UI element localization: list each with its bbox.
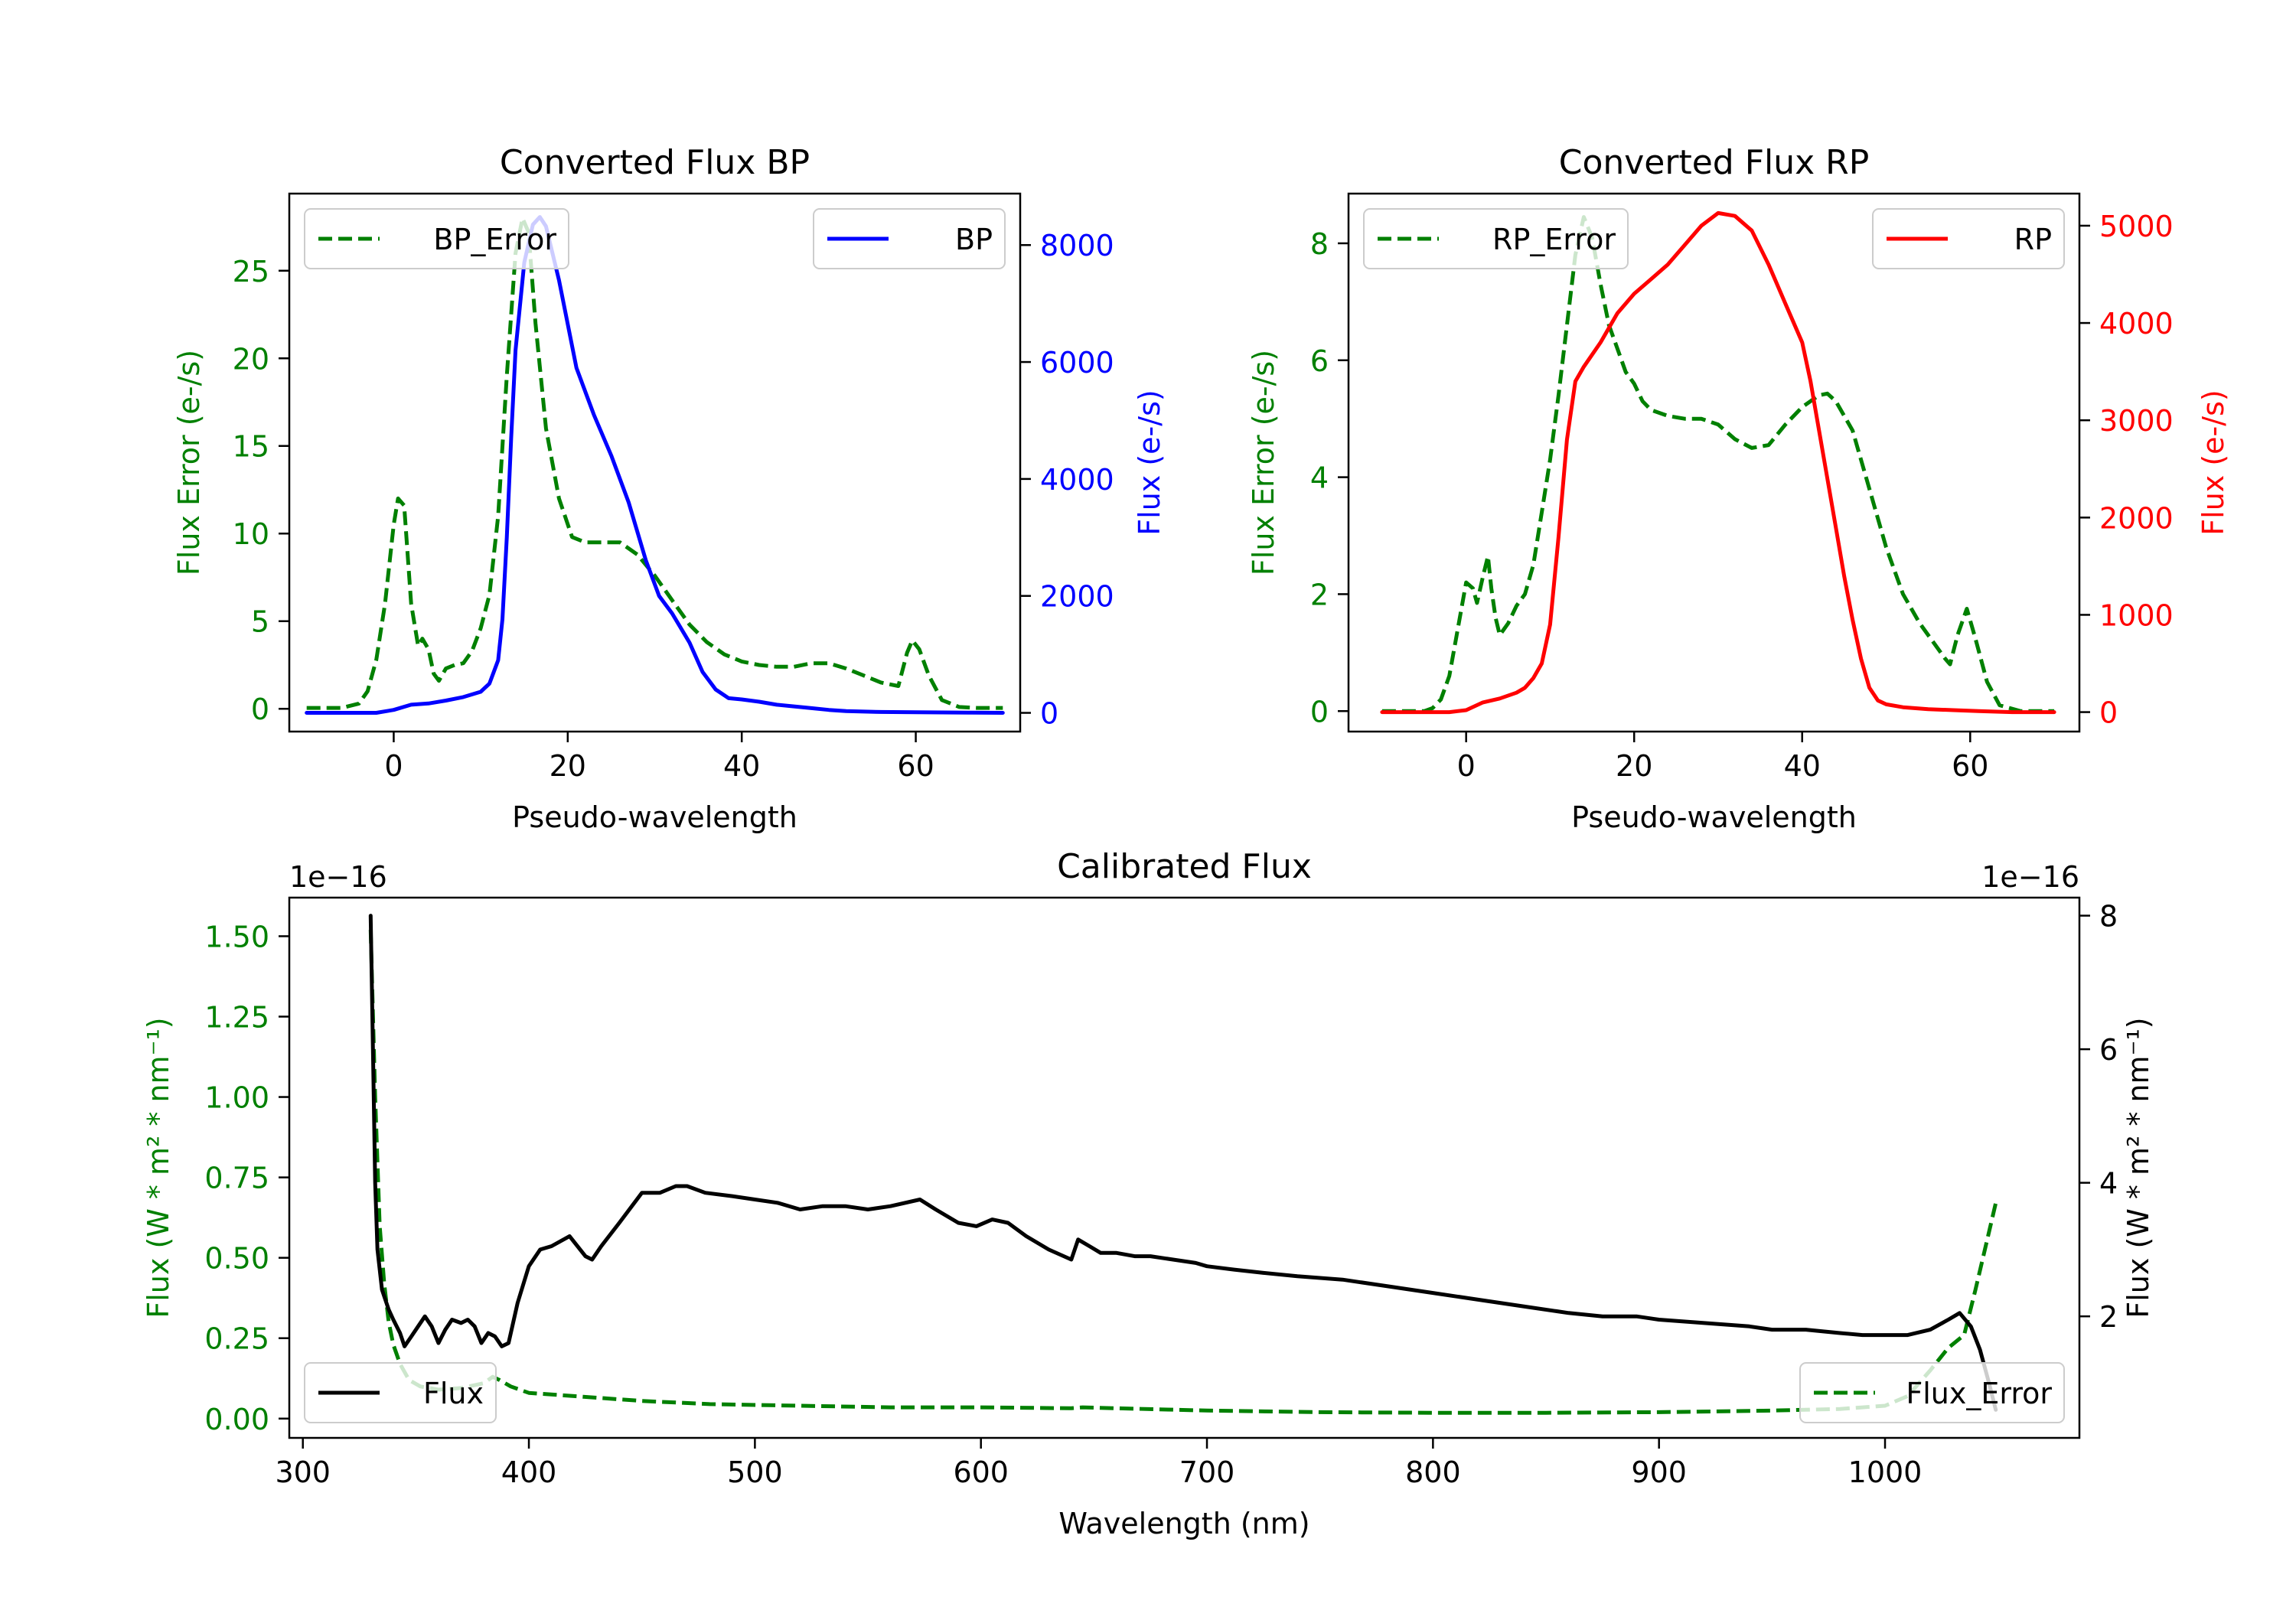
rp-y-left-tick-label: 8 xyxy=(1310,227,1329,261)
cal-y-left-tick-label: 1.00 xyxy=(204,1081,269,1115)
cal-y-right-tick-label: 8 xyxy=(2099,900,2118,934)
cal-x-tick-label: 400 xyxy=(501,1455,557,1489)
bp-y-left-tick-label: 25 xyxy=(233,255,269,288)
rp-legend-rp: RP xyxy=(1872,208,2065,269)
cal-y-left-tick-label: 0.75 xyxy=(204,1162,269,1195)
cal-x-tick-label: 900 xyxy=(1631,1455,1687,1489)
cal-y-right-tick-label: 4 xyxy=(2099,1167,2118,1201)
rp-y-left-tick-label: 4 xyxy=(1310,461,1329,495)
cal-x-tick-label: 700 xyxy=(1179,1455,1235,1489)
rp-x-axis-label: Pseudo-wavelength xyxy=(1571,800,1857,834)
rp-title: Converted Flux RP xyxy=(1559,143,1870,182)
legend-label: Flux xyxy=(423,1377,484,1410)
bp-x-tick-label: 0 xyxy=(384,749,403,783)
cal-y-left-tick-label: 0.00 xyxy=(204,1403,269,1436)
cal-y-left-tick-label: 0.25 xyxy=(204,1322,269,1356)
legend-label: RP_Error xyxy=(1492,223,1616,256)
cal-y-right-axis-label: Flux (W * m² * nm⁻¹) xyxy=(2122,1017,2155,1318)
rp-y-right-axis-label: Flux (e-/s) xyxy=(2197,390,2230,535)
bp-x-tick-label: 60 xyxy=(897,749,934,783)
bp-plot-frame xyxy=(288,192,1022,733)
rp-x-tick-label: 0 xyxy=(1457,749,1476,783)
legend-label: BP_Error xyxy=(433,223,556,256)
legend-box xyxy=(304,1362,497,1423)
bp-y-right-tick-label: 8000 xyxy=(1040,229,1114,262)
bp-title: Converted Flux BP xyxy=(500,143,810,182)
rp-y-right-tick-label: 0 xyxy=(2099,696,2118,730)
cal-y-left-tick-label: 0.50 xyxy=(204,1242,269,1276)
rp-y-left-tick-label: 2 xyxy=(1310,578,1329,611)
rp-x-tick-label: 40 xyxy=(1784,749,1821,783)
rp-y-left-tick-label: 6 xyxy=(1310,344,1329,378)
rp-y-right-tick-label: 5000 xyxy=(2099,210,2174,243)
bp-x-tick-label: 20 xyxy=(550,749,586,783)
cal-x-axis-label: Wavelength (nm) xyxy=(1058,1507,1309,1540)
cal-plot-frame xyxy=(288,896,2081,1439)
rp-y-right-tick-label: 3000 xyxy=(2099,404,2174,438)
cal-chart: 300 400 500 600 700 800 900 1000 0.00 0.25 0.50 0.7… xyxy=(142,847,2155,1540)
cal-x-tick-label: 300 xyxy=(275,1455,331,1489)
bp-y-right-tick-label: 2000 xyxy=(1040,580,1114,614)
cal-x-tick-label: 500 xyxy=(727,1455,783,1489)
bp-y-right-tick-label: 0 xyxy=(1040,697,1058,731)
rp-y-right-tick-label: 2000 xyxy=(2099,501,2174,535)
legend-box xyxy=(1363,208,1629,269)
rp-series-rp-line xyxy=(1380,210,2056,715)
cal-x-tick-label: 600 xyxy=(953,1455,1009,1489)
cal-x-tick-label: 800 xyxy=(1405,1455,1461,1489)
bp-legend-bp-error: BP_Error xyxy=(304,208,569,269)
bp-y-left-tick-label: 0 xyxy=(251,693,269,726)
rp-x-tick-label: 60 xyxy=(1952,749,1988,783)
cal-offset-right: 1e−16 xyxy=(1981,860,2079,894)
rp-y-left-tick-label: 0 xyxy=(1310,695,1329,729)
cal-title: Calibrated Flux xyxy=(1057,847,1312,886)
bp-y-left-tick-label: 15 xyxy=(233,430,269,464)
bp-x-tick-label: 40 xyxy=(723,749,760,783)
legend-box xyxy=(304,208,569,269)
rp-y-left-axis-label: Flux Error (e-/s) xyxy=(1247,350,1280,575)
legend-label: BP xyxy=(955,223,993,256)
bp-y-left-tick-label: 20 xyxy=(233,342,269,376)
rp-x-tick-label: 20 xyxy=(1616,749,1652,783)
cal-series-flux-line xyxy=(368,914,1998,1412)
legend-box xyxy=(1872,208,2065,269)
rp-y-right-tick-label: 4000 xyxy=(2099,307,2174,341)
cal-x-tick-label: 1000 xyxy=(1848,1455,1923,1489)
legend-label: RP xyxy=(2014,223,2052,256)
legend-box xyxy=(813,208,1006,269)
rp-y-right-tick-label: 1000 xyxy=(2099,598,2174,632)
rp-plot-frame xyxy=(1347,192,2081,733)
bp-series-bp-line xyxy=(305,215,1005,715)
cal-offset-left: 1e−16 xyxy=(289,860,387,894)
cal-y-left-axis-label: Flux (W * m² * nm⁻¹) xyxy=(142,1017,175,1318)
bp-chart: 0 20 40 60 0 5 10 15 20 25 0 2000 4000 6000 8000 Conver… xyxy=(172,143,1166,834)
cal-y-right-tick-label: 6 xyxy=(2099,1033,2118,1067)
cal-y-left-tick-label: 1.25 xyxy=(204,1000,269,1034)
cal-legend-flux: Flux xyxy=(304,1362,497,1423)
bp-legend-bp: BP xyxy=(813,208,1006,269)
bp-x-axis-label: Pseudo-wavelength xyxy=(512,800,797,834)
rp-chart: 0 20 40 60 0 2 4 6 8 0 1000 2000 3000 4000 5000 Convert… xyxy=(1247,143,2230,834)
rp-legend-rp-error: RP_Error xyxy=(1363,208,1629,269)
bp-y-right-tick-label: 4000 xyxy=(1040,463,1114,497)
rp-series-rp-error-line xyxy=(1381,215,2055,713)
legend-label: Flux_Error xyxy=(1906,1377,2052,1410)
bp-y-right-tick-label: 6000 xyxy=(1040,346,1114,380)
bp-y-right-axis-label: Flux (e-/s) xyxy=(1133,390,1166,535)
legend-box xyxy=(1799,1362,2065,1423)
cal-y-left-tick-label: 1.50 xyxy=(204,920,269,953)
bp-series-bp-error-line xyxy=(306,216,1003,710)
bp-y-left-axis-label: Flux Error (e-/s) xyxy=(172,350,206,575)
bp-y-left-tick-label: 10 xyxy=(233,517,269,551)
cal-legend-flux-error: Flux_Error xyxy=(1799,1362,2065,1423)
cal-y-right-tick-label: 2 xyxy=(2099,1300,2118,1334)
bp-y-left-tick-label: 5 xyxy=(251,605,269,639)
